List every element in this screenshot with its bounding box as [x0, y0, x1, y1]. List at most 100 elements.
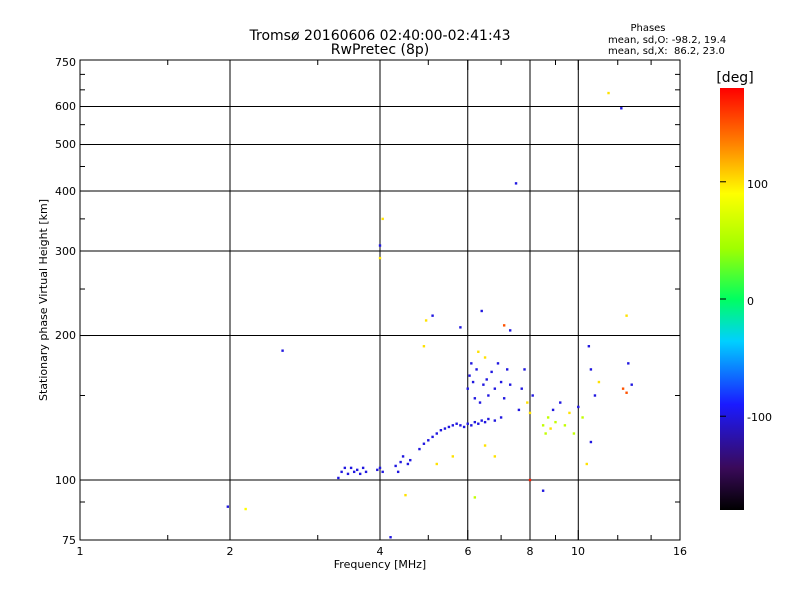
- y-tick-label: 75: [62, 534, 76, 547]
- data-point: [473, 397, 477, 400]
- data-point: [493, 455, 497, 458]
- data-point: [505, 368, 509, 371]
- data-point: [621, 387, 625, 390]
- colorbar-tick-label: 100: [747, 178, 768, 191]
- data-point: [418, 447, 421, 451]
- stats-heading: Phases: [630, 23, 665, 34]
- chart-title: Tromsø 20160606 02:40:00-02:41:43: [249, 28, 511, 44]
- data-point: [473, 496, 477, 499]
- data-point: [466, 387, 469, 390]
- data-point: [502, 324, 506, 327]
- data-point: [587, 345, 591, 348]
- data-point: [406, 462, 410, 466]
- data-point: [346, 472, 350, 476]
- data-point: [468, 374, 471, 377]
- data-point: [568, 411, 571, 415]
- data-point: [466, 422, 469, 425]
- y-axis-tick-labels: 75 100 200 300 400 500 600 750: [55, 56, 76, 547]
- data-point: [625, 314, 628, 317]
- scatter-points: [226, 91, 633, 539]
- data-point: [394, 464, 397, 468]
- data-point: [551, 408, 555, 412]
- data-point: [378, 244, 382, 247]
- data-point: [554, 420, 557, 424]
- y-axis-label: Stationary phase Virtual Height [km]: [37, 199, 50, 401]
- data-point: [483, 444, 487, 447]
- data-point: [427, 439, 430, 442]
- data-point: [508, 383, 512, 386]
- data-point: [528, 478, 532, 482]
- colorbar-tick-label: 0: [747, 295, 754, 308]
- x-tick-label: 10: [571, 545, 585, 558]
- data-point: [422, 345, 426, 348]
- data-point: [528, 411, 532, 415]
- data-point: [361, 466, 365, 470]
- data-point: [589, 368, 593, 371]
- data-point: [399, 460, 402, 464]
- x-tick-label: 16: [673, 545, 687, 558]
- data-point: [244, 507, 247, 511]
- data-point: [627, 362, 630, 365]
- data-point: [459, 326, 462, 329]
- grid-lines: [80, 60, 680, 540]
- y-tick-label: 500: [55, 138, 76, 151]
- data-point: [422, 442, 426, 445]
- data-point: [477, 422, 480, 425]
- data-point: [435, 462, 438, 466]
- chart-subtitle: RwPretec (8p): [331, 42, 429, 58]
- y-tick-label: 200: [55, 329, 76, 342]
- colorbar-ticks: 100 0 -100: [720, 178, 772, 424]
- data-point: [546, 416, 550, 419]
- data-point: [478, 401, 482, 404]
- data-point: [485, 378, 488, 381]
- y-tick-label: 100: [55, 474, 76, 487]
- data-point: [378, 256, 382, 260]
- data-point: [581, 416, 584, 419]
- data-point: [630, 383, 633, 386]
- data-point: [381, 217, 384, 221]
- stats-line-o: mean, sd,O: -98.2, 19.4: [608, 35, 726, 46]
- data-point: [499, 416, 503, 419]
- data-point: [376, 468, 379, 472]
- data-point: [473, 420, 477, 424]
- data-point: [349, 466, 353, 470]
- data-point: [585, 462, 588, 466]
- data-point: [526, 401, 529, 404]
- data-point: [487, 394, 490, 397]
- x-tick-label: 4: [377, 545, 384, 558]
- data-point: [451, 424, 455, 427]
- data-point: [343, 466, 347, 470]
- y-tick-label: 300: [55, 245, 76, 258]
- data-point: [541, 424, 545, 427]
- x-tick-label: 1: [77, 545, 84, 558]
- data-point: [281, 349, 284, 352]
- data-point: [597, 380, 601, 384]
- data-point: [572, 432, 576, 435]
- x-tick-label: 6: [465, 545, 472, 558]
- data-point: [451, 455, 455, 458]
- data-point: [381, 470, 384, 474]
- data-point: [470, 424, 473, 427]
- y-tick-label: 600: [55, 100, 76, 113]
- data-point: [487, 417, 490, 421]
- data-point: [477, 350, 480, 353]
- data-point: [355, 468, 359, 472]
- data-point: [483, 356, 487, 359]
- data-point: [482, 383, 485, 386]
- data-point: [496, 362, 500, 365]
- data-point: [459, 424, 462, 427]
- data-point: [620, 107, 623, 110]
- data-point: [435, 432, 438, 435]
- data-point: [523, 368, 526, 371]
- data-point: [337, 476, 340, 480]
- data-point: [480, 419, 483, 422]
- x-tick-label: 8: [527, 545, 534, 558]
- data-point: [499, 380, 503, 384]
- data-point: [226, 505, 230, 508]
- axis-ticks: [79, 59, 681, 541]
- data-point: [462, 425, 466, 429]
- colorbar-tick-label: -100: [747, 411, 772, 424]
- data-point: [541, 489, 545, 492]
- data-point: [514, 182, 518, 185]
